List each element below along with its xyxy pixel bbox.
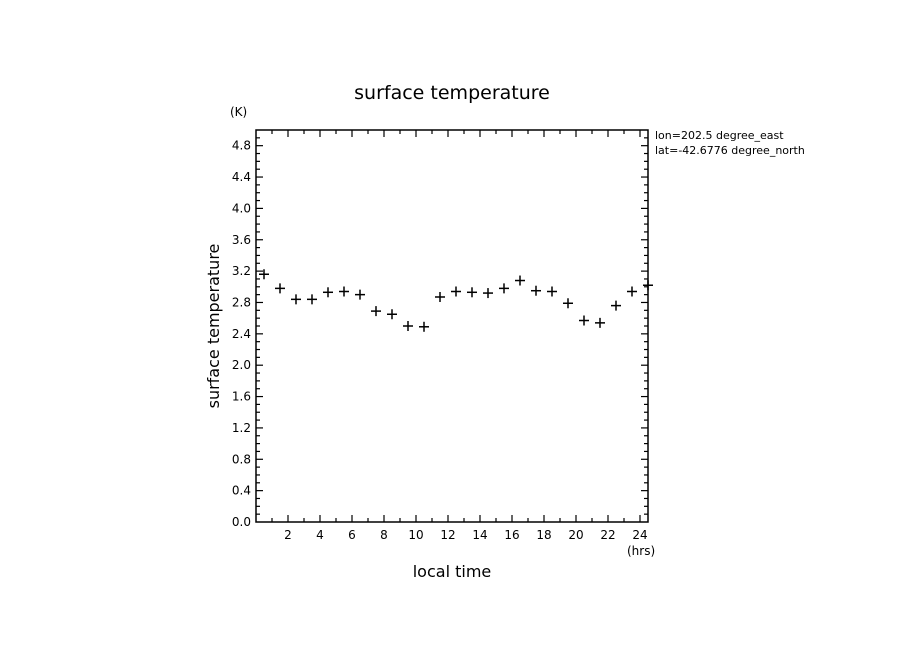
- y-tick-label: 1.6: [232, 390, 251, 404]
- y-tick-label: 4.4: [232, 170, 251, 184]
- data-point: [275, 283, 285, 294]
- x-tick-label: 20: [568, 528, 583, 542]
- y-tick-label: 4.0: [232, 201, 251, 215]
- data-point: [467, 287, 477, 298]
- data-point: [403, 321, 413, 331]
- y-tick-label: 2.8: [232, 295, 251, 309]
- data-point: [531, 285, 541, 296]
- y-axis-label: surface temperature: [204, 244, 223, 409]
- plot-frame: [255, 129, 649, 523]
- y-tick-label: 3.2: [232, 264, 251, 278]
- data-point: [259, 269, 269, 280]
- y-tick-label: 0.4: [232, 484, 251, 498]
- data-point: [643, 280, 653, 291]
- y-tick-label: 4.8: [232, 139, 251, 153]
- data-point: [515, 275, 525, 286]
- data-point: [435, 291, 445, 302]
- x-tick-label: 24: [632, 528, 647, 542]
- x-axis-label: local time: [413, 562, 492, 581]
- data-point: [483, 288, 493, 299]
- y-tick-label: 1.2: [232, 421, 251, 435]
- data-point: [547, 286, 557, 297]
- x-tick-label: 12: [440, 528, 455, 542]
- data-point: [307, 294, 317, 305]
- x-tick-label: 6: [348, 528, 356, 542]
- data-point: [499, 283, 509, 294]
- data-point: [627, 286, 637, 297]
- annotation-lat: lat=-42.6776 degree_north: [655, 144, 805, 157]
- data-point: [291, 294, 301, 305]
- y-tick-label: 2.4: [232, 327, 251, 341]
- x-tick-label: 16: [504, 528, 519, 542]
- y-tick-label: 3.6: [232, 233, 251, 247]
- data-point: [339, 286, 349, 297]
- y-tick-label: 0.0: [232, 515, 251, 529]
- x-tick-label: 14: [472, 528, 487, 542]
- chart-title: surface temperature: [354, 82, 550, 104]
- data-point: [387, 309, 397, 320]
- y-unit-label: (K): [230, 105, 247, 119]
- data-point: [595, 317, 605, 328]
- x-tick-label: 2: [284, 528, 292, 542]
- x-tick-label: 18: [536, 528, 551, 542]
- x-unit-label: (hrs): [627, 544, 655, 558]
- data-point: [579, 315, 589, 326]
- data-point: [419, 321, 429, 332]
- x-tick-label: 8: [380, 528, 388, 542]
- x-tick-label: 10: [408, 528, 423, 542]
- x-tick-label: 4: [316, 528, 324, 542]
- y-tick-label: 2.0: [232, 358, 251, 372]
- y-tick-label: 0.8: [232, 452, 251, 466]
- data-point: [451, 286, 461, 297]
- data-point: [371, 306, 381, 317]
- data-point: [611, 300, 621, 311]
- annotation-lon: lon=202.5 degree_east: [655, 129, 784, 142]
- data-points: [259, 269, 653, 332]
- x-tick-label: 22: [600, 528, 615, 542]
- data-point: [323, 287, 333, 298]
- axis-ticks: [256, 130, 648, 522]
- data-point: [355, 289, 365, 300]
- tick-labels: 2 4 6 8 10 12 14 16 18 20 22 240.00.40.81.21.62.02.…: [232, 139, 648, 542]
- data-point: [563, 298, 573, 309]
